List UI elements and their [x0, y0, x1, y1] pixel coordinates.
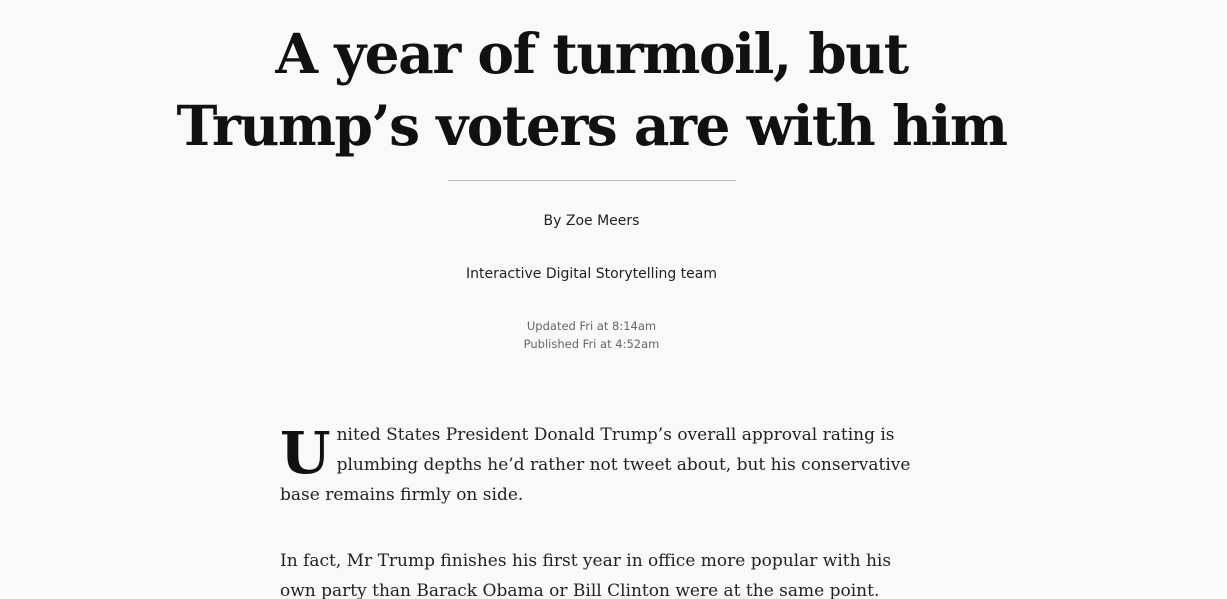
headline-divider [448, 180, 736, 181]
drop-cap: U [280, 419, 331, 487]
updated-timestamp: Updated Fri at 8:14am [526, 319, 657, 333]
publish-dates: Updated Fri at 8:14am Published Fri at 4… [0, 317, 1183, 353]
article-headline: A year of turmoil, but Trump’s voters ar… [0, 18, 1183, 162]
published-timestamp: Published Fri at 4:52am [523, 337, 660, 351]
headline-line-2: Trump’s voters are with him [176, 93, 1008, 158]
author-team: Interactive Digital Storytelling team [465, 266, 717, 282]
author-byline: By Zoe Meers [543, 213, 640, 229]
paragraph-2: In fact, Mr Trump finishes his first yea… [280, 551, 892, 599]
headline-line-1: A year of turmoil, but [275, 21, 909, 86]
paragraph-1-text: nited States President Donald Trump’s ov… [280, 425, 911, 505]
